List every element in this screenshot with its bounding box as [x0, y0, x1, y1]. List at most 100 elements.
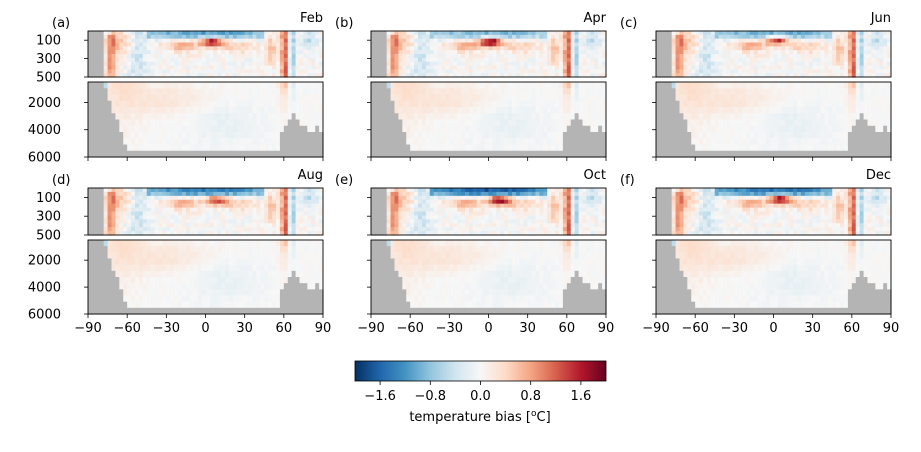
- heat-cell: [680, 66, 685, 70]
- heat-cell: [512, 82, 517, 89]
- heat-cell: [92, 95, 97, 102]
- heat-cell: [817, 58, 822, 62]
- heat-cell: [245, 188, 250, 193]
- heat-cell: [805, 132, 810, 139]
- heat-cell: [162, 88, 167, 95]
- heat-cell: [485, 62, 490, 66]
- heat-cell: [860, 88, 865, 95]
- heat-cell: [668, 113, 673, 120]
- heat-cell: [695, 82, 700, 89]
- heat-cell: [371, 120, 376, 127]
- heat-cell: [703, 31, 708, 35]
- heat-cell: [268, 227, 273, 232]
- heat-cell: [520, 88, 525, 95]
- heat-cell: [155, 95, 160, 102]
- heat-cell: [391, 50, 396, 54]
- heat-cell: [194, 43, 199, 47]
- heat-cell: [225, 192, 230, 197]
- heat-cell: [371, 95, 376, 102]
- heat-cell: [711, 62, 716, 66]
- heat-cell: [871, 82, 876, 89]
- heat-cell: [465, 54, 470, 58]
- heat-cell: [104, 132, 109, 139]
- heat-cell: [237, 215, 242, 220]
- heat-cell: [430, 62, 435, 66]
- heat-cell: [551, 82, 556, 89]
- heat-cell: [500, 50, 505, 54]
- heat-cell: [108, 46, 113, 50]
- heat-cell: [660, 62, 665, 66]
- heat-cell: [225, 88, 230, 95]
- heat-cell: [719, 88, 724, 95]
- heat-cell: [159, 43, 164, 47]
- heat-cell: [410, 50, 415, 54]
- heat-cell: [170, 62, 175, 66]
- heat-cell: [496, 132, 501, 139]
- heat-cell: [496, 62, 501, 66]
- heat-cell: [524, 138, 529, 145]
- heat-cell: [88, 107, 93, 114]
- heat-cell: [754, 31, 759, 35]
- heat-cell: [249, 39, 254, 43]
- heat-cell: [520, 126, 525, 133]
- heat-cell: [668, 43, 673, 47]
- heat-cell: [178, 54, 183, 58]
- heat-cell: [151, 31, 156, 35]
- heat-cell: [225, 138, 230, 145]
- heat-cell: [147, 58, 152, 62]
- heat-cell: [174, 101, 179, 108]
- heat-cell: [583, 138, 588, 145]
- heat-cell: [88, 215, 93, 220]
- heat-cell: [123, 101, 128, 108]
- heat-cell: [292, 50, 297, 54]
- heat-cell: [473, 88, 478, 95]
- heat-cell: [785, 120, 790, 127]
- heat-cell: [711, 138, 716, 145]
- heat-cell: [276, 58, 281, 62]
- heat-cell: [813, 66, 818, 70]
- heat-cell: [805, 46, 810, 50]
- heat-cell: [781, 95, 786, 102]
- heat-cell: [579, 126, 584, 133]
- heat-cell: [879, 50, 884, 54]
- heat-cell: [398, 35, 403, 39]
- heat-cell: [272, 223, 277, 228]
- heat-cell: [774, 107, 779, 114]
- heat-cell: [178, 69, 183, 73]
- heat-cell: [738, 58, 743, 62]
- heat-cell: [453, 50, 458, 54]
- heat-cell: [119, 215, 124, 220]
- heat-cell: [575, 101, 580, 108]
- heat-cell: [123, 192, 128, 197]
- heat-cell: [135, 54, 140, 58]
- heat-cell: [182, 46, 187, 50]
- heat-cell: [119, 69, 124, 73]
- heat-cell: [253, 101, 258, 108]
- heat-cell: [496, 126, 501, 133]
- heat-cell: [461, 39, 466, 43]
- heat-cell: [143, 215, 148, 220]
- heat-cell: [563, 62, 568, 66]
- heat-cell: [473, 145, 478, 152]
- heat-cell: [750, 46, 755, 50]
- heat-cell: [762, 62, 767, 66]
- heat-cell: [119, 138, 124, 145]
- heat-cell: [104, 223, 109, 228]
- heat-cell: [856, 113, 861, 120]
- heat-cell: [594, 95, 599, 102]
- heat-cell: [762, 145, 767, 152]
- heat-cell: [379, 113, 384, 120]
- heat-cell: [477, 145, 482, 152]
- heat-cell: [777, 101, 782, 108]
- heat-cell: [186, 107, 191, 114]
- heat-cell: [805, 95, 810, 102]
- heat-cell: [406, 50, 411, 54]
- heat-cell: [96, 227, 101, 232]
- heat-cell: [824, 113, 829, 120]
- heat-cell: [555, 43, 560, 47]
- heat-cell: [225, 215, 230, 220]
- heat-cell: [668, 35, 673, 39]
- heat-cell: [695, 50, 700, 54]
- heat-cell: [315, 107, 320, 114]
- heat-cell: [695, 66, 700, 70]
